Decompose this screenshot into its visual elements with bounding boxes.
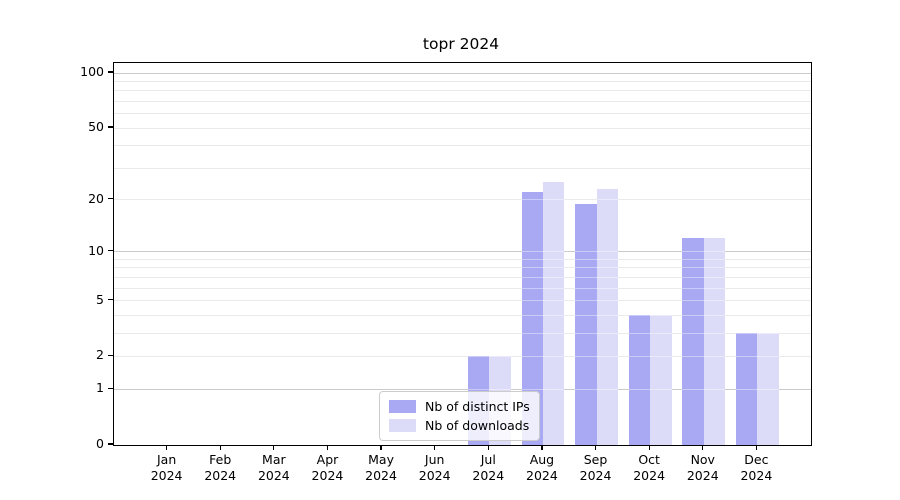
gridline-overlay bbox=[114, 113, 811, 115]
gridline-overlay bbox=[114, 199, 811, 201]
legend-label-downloads: Nb of downloads bbox=[425, 418, 530, 433]
legend-label-distinct-ips: Nb of distinct IPs bbox=[425, 399, 530, 414]
gridline-major bbox=[114, 72, 811, 74]
gridline-overlay bbox=[114, 127, 811, 129]
gridline-minor bbox=[114, 332, 811, 334]
gridline-major bbox=[114, 251, 811, 253]
y-tick bbox=[108, 126, 113, 128]
gridline-minor bbox=[114, 100, 811, 102]
gridline-minor bbox=[114, 199, 811, 201]
gridline-minor bbox=[114, 90, 811, 92]
y-tick-label: 2 bbox=[96, 347, 104, 363]
x-tick bbox=[219, 445, 221, 450]
gridline-minor bbox=[114, 300, 811, 302]
bar-distinct-ips-dec bbox=[735, 333, 758, 445]
x-tick bbox=[380, 445, 382, 450]
gridline-minor bbox=[114, 355, 811, 357]
gridline-minor bbox=[114, 127, 811, 129]
x-tick-label: May 2024 bbox=[365, 452, 397, 483]
gridline-minor bbox=[114, 80, 811, 82]
y-tick-label: 5 bbox=[96, 291, 104, 307]
gridline-overlay bbox=[114, 80, 811, 82]
x-tick bbox=[648, 445, 650, 450]
gridline-minor bbox=[114, 258, 811, 260]
x-tick bbox=[702, 445, 704, 450]
bar-downloads-oct bbox=[650, 315, 672, 445]
gridline-overlay bbox=[114, 314, 811, 316]
y-tick bbox=[108, 250, 113, 252]
gridline-overlay bbox=[114, 72, 811, 74]
bar-downloads-sep bbox=[596, 188, 618, 445]
legend-swatch-distinct-ips bbox=[389, 400, 416, 413]
x-tick bbox=[487, 445, 489, 450]
bar-distinct-ips-oct bbox=[628, 315, 651, 445]
x-tick bbox=[434, 445, 436, 450]
gridline-overlay bbox=[114, 276, 811, 278]
x-tick-label: Mar 2024 bbox=[257, 452, 290, 483]
plot-area bbox=[113, 62, 812, 446]
gridline-minor bbox=[114, 276, 811, 278]
bar-distinct-ips-nov bbox=[682, 238, 704, 445]
gridline-overlay bbox=[114, 287, 811, 289]
x-tick-label: Dec 2024 bbox=[740, 452, 773, 483]
bar-distinct-ips-sep bbox=[575, 203, 597, 445]
x-tick-label: Nov 2024 bbox=[686, 452, 719, 483]
bar-downloads-aug bbox=[542, 182, 565, 445]
x-tick-label: Sep 2024 bbox=[579, 452, 612, 483]
x-tick bbox=[166, 445, 168, 450]
gridline-overlay bbox=[114, 300, 811, 302]
y-tick-label: 10 bbox=[88, 242, 104, 258]
gridline-minor bbox=[114, 267, 811, 269]
x-tick bbox=[326, 445, 329, 450]
y-tick bbox=[108, 354, 113, 357]
gridline-minor bbox=[114, 167, 811, 169]
gridline-minor bbox=[114, 287, 811, 289]
gridline-overlay bbox=[114, 145, 811, 147]
y-tick-label: 0 bbox=[96, 436, 104, 451]
x-tick-label: Jun 2024 bbox=[418, 452, 451, 483]
legend-swatch-downloads bbox=[389, 419, 416, 432]
y-tick bbox=[108, 298, 113, 301]
x-tick-label: Feb 2024 bbox=[204, 452, 237, 483]
gridline-overlay bbox=[114, 100, 811, 102]
bar-distinct-ips-aug bbox=[521, 192, 543, 445]
bar-downloads-nov bbox=[703, 238, 726, 445]
gridline-overlay bbox=[114, 258, 811, 260]
gridline-minor bbox=[114, 314, 811, 316]
x-tick bbox=[541, 445, 543, 450]
y-tick bbox=[108, 71, 113, 73]
x-tick bbox=[273, 445, 275, 450]
gridline-overlay bbox=[114, 251, 811, 253]
y-tick-label: 1 bbox=[96, 380, 104, 396]
legend-item-downloads: Nb of downloads bbox=[389, 416, 530, 435]
legend: Nb of distinct IPs Nb of downloads bbox=[379, 391, 540, 441]
x-tick-label: Aug 2024 bbox=[526, 452, 558, 483]
bar-downloads-dec bbox=[757, 333, 779, 445]
chart-title: topr 2024 bbox=[422, 35, 500, 53]
y-tick-label: 20 bbox=[88, 190, 104, 206]
x-tick bbox=[594, 445, 597, 450]
gridline-overlay bbox=[114, 388, 811, 390]
y-tick-label: 50 bbox=[88, 119, 104, 135]
y-tick-label: 100 bbox=[80, 64, 104, 79]
x-tick-label: Jul 2024 bbox=[472, 452, 505, 483]
gridline-overlay bbox=[114, 267, 811, 269]
gridline-major bbox=[114, 388, 811, 390]
y-tick bbox=[108, 443, 113, 445]
y-tick bbox=[108, 387, 113, 389]
x-tick-label: Jan 2024 bbox=[150, 452, 183, 483]
y-tick bbox=[108, 197, 113, 200]
gridline-minor bbox=[114, 113, 811, 115]
x-tick-label: Apr 2024 bbox=[311, 452, 344, 483]
gridline-overlay bbox=[114, 355, 811, 357]
x-tick bbox=[755, 445, 757, 450]
gridline-overlay bbox=[114, 332, 811, 334]
gridline-overlay bbox=[114, 167, 811, 169]
gridline-overlay bbox=[114, 90, 811, 92]
gridline-minor bbox=[114, 145, 811, 147]
x-tick-label: Oct 2024 bbox=[633, 452, 666, 483]
legend-item-distinct-ips: Nb of distinct IPs bbox=[389, 397, 530, 416]
